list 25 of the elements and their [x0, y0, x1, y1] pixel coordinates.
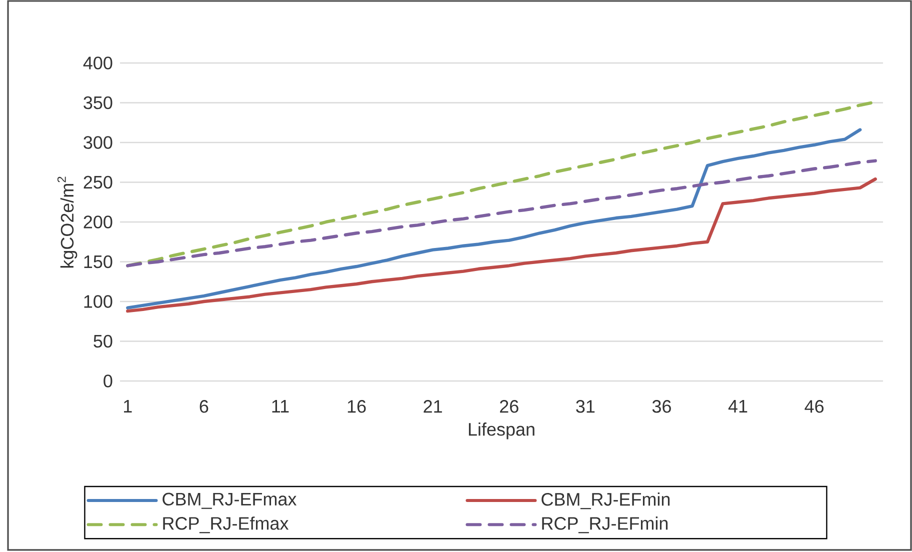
y-tick-label: 50: [94, 334, 112, 348]
y-tick-label: 300: [84, 136, 112, 149]
y-tick-label: 150: [84, 255, 112, 268]
y-tick-label: 250: [84, 176, 112, 189]
legend-label: CBM_RJ-EFmax: [162, 492, 297, 509]
y-tick-label: 0: [104, 374, 112, 388]
y-tick-label: 100: [84, 295, 112, 308]
x-tick-label: 11: [272, 400, 289, 412]
x-tick-label: 1: [124, 400, 132, 412]
x-tick-label: 31: [576, 400, 595, 413]
y-tick-label: 200: [84, 216, 112, 228]
x-tick-label: 26: [500, 400, 518, 413]
x-tick-label: 46: [804, 400, 824, 413]
legend-label: RCP_RJ-Efmax: [163, 516, 289, 534]
x-tick-label: 21: [424, 400, 442, 413]
x-axis-title: Lifespan: [468, 422, 534, 440]
y-tick-label: 350: [84, 96, 112, 110]
y-axis-title: kgCO2e/m$^{2}$: [57, 176, 78, 268]
x-tick-label: 41: [728, 400, 748, 412]
x-tick-label: 16: [348, 400, 366, 413]
legend-label: CBM_RJ-EFmin: [542, 492, 670, 510]
y-tick-label: 400: [83, 56, 112, 70]
legend-label: RCP_RJ-EFmin: [542, 516, 668, 534]
x-tick-label: 6: [200, 400, 208, 413]
x-tick-label: 36: [652, 400, 671, 413]
